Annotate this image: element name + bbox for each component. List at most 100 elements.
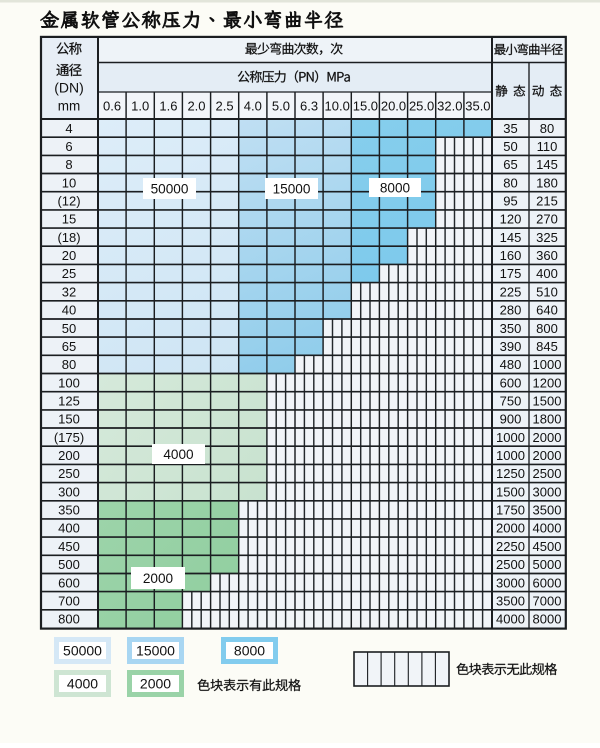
svg-text:700: 700 — [58, 593, 80, 608]
svg-text:2000: 2000 — [496, 521, 525, 536]
svg-text:800: 800 — [58, 612, 80, 627]
svg-text:160: 160 — [500, 248, 522, 263]
svg-text:300: 300 — [58, 484, 80, 499]
svg-text:35: 35 — [503, 121, 517, 136]
svg-text:900: 900 — [500, 412, 522, 427]
svg-text:120: 120 — [500, 212, 522, 227]
svg-text:325: 325 — [536, 230, 558, 245]
svg-text:1000: 1000 — [496, 430, 525, 445]
svg-text:mm: mm — [58, 99, 81, 114]
svg-text:4000: 4000 — [163, 447, 194, 462]
svg-text:15.0: 15.0 — [353, 99, 378, 114]
svg-text:50000: 50000 — [63, 643, 102, 659]
svg-text:8000: 8000 — [380, 180, 411, 195]
svg-text:6: 6 — [65, 139, 72, 154]
svg-text:500: 500 — [58, 557, 80, 572]
svg-text:10.0: 10.0 — [325, 99, 350, 114]
svg-text:2.0: 2.0 — [187, 99, 205, 114]
svg-text:0.6: 0.6 — [103, 99, 121, 114]
svg-text:1.6: 1.6 — [159, 99, 177, 114]
svg-text:65: 65 — [503, 157, 517, 172]
svg-text:2000: 2000 — [533, 430, 562, 445]
svg-text:2500: 2500 — [496, 557, 525, 572]
svg-text:3000: 3000 — [496, 575, 525, 590]
svg-text:1750: 1750 — [496, 503, 525, 518]
svg-text:(18): (18) — [57, 230, 80, 245]
svg-text:800: 800 — [536, 321, 558, 336]
svg-text:480: 480 — [500, 357, 522, 372]
svg-text:35.0: 35.0 — [465, 99, 490, 114]
svg-text:600: 600 — [58, 575, 80, 590]
svg-text:3500: 3500 — [533, 503, 562, 518]
svg-text:5.0: 5.0 — [272, 99, 290, 114]
svg-text:1000: 1000 — [533, 357, 562, 372]
svg-text:845: 845 — [536, 339, 558, 354]
svg-text:95: 95 — [503, 194, 517, 209]
svg-text:3500: 3500 — [496, 593, 525, 608]
svg-text:10: 10 — [62, 175, 76, 190]
svg-text:65: 65 — [62, 339, 76, 354]
svg-text:8: 8 — [65, 157, 72, 172]
svg-text:640: 640 — [536, 303, 558, 318]
svg-text:4: 4 — [65, 121, 72, 136]
svg-text:20: 20 — [62, 248, 76, 263]
svg-text:3000: 3000 — [533, 484, 562, 499]
svg-text:400: 400 — [536, 266, 558, 281]
svg-text:145: 145 — [500, 230, 522, 245]
svg-text:4.0: 4.0 — [244, 99, 262, 114]
svg-text:175: 175 — [500, 266, 522, 281]
svg-text:1250: 1250 — [496, 466, 525, 481]
svg-text:8000: 8000 — [234, 643, 265, 659]
svg-text:600: 600 — [500, 375, 522, 390]
svg-text:2000: 2000 — [140, 676, 171, 692]
svg-text:1200: 1200 — [533, 375, 562, 390]
svg-text:200: 200 — [58, 448, 80, 463]
svg-text:2250: 2250 — [496, 539, 525, 554]
svg-text:250: 250 — [58, 466, 80, 481]
svg-text:25.0: 25.0 — [409, 99, 434, 114]
svg-text:2000: 2000 — [143, 571, 174, 586]
svg-text:15000: 15000 — [136, 643, 175, 659]
svg-text:80: 80 — [540, 121, 554, 136]
svg-text:2000: 2000 — [533, 448, 562, 463]
svg-text:1500: 1500 — [533, 394, 562, 409]
svg-text:400: 400 — [58, 521, 80, 536]
svg-text:50: 50 — [503, 139, 517, 154]
svg-text:4000: 4000 — [496, 612, 525, 627]
svg-text:350: 350 — [500, 321, 522, 336]
svg-text:4500: 4500 — [533, 539, 562, 554]
svg-text:6.3: 6.3 — [300, 99, 318, 114]
svg-text:40: 40 — [62, 303, 76, 318]
svg-text:50: 50 — [62, 321, 76, 336]
svg-text:1500: 1500 — [496, 484, 525, 499]
svg-text:125: 125 — [58, 394, 80, 409]
svg-text:450: 450 — [58, 539, 80, 554]
svg-text:(12): (12) — [57, 194, 80, 209]
svg-text:215: 215 — [536, 194, 558, 209]
svg-text:80: 80 — [503, 175, 517, 190]
svg-text:7000: 7000 — [533, 593, 562, 608]
svg-text:15: 15 — [62, 212, 76, 227]
svg-text:750: 750 — [500, 394, 522, 409]
svg-text:(175): (175) — [54, 430, 84, 445]
svg-text:180: 180 — [536, 175, 558, 190]
svg-text:150: 150 — [58, 412, 80, 427]
svg-text:225: 225 — [500, 284, 522, 299]
svg-text:4000: 4000 — [67, 676, 98, 692]
svg-text:4000: 4000 — [533, 521, 562, 536]
svg-text:390: 390 — [500, 339, 522, 354]
svg-text:360: 360 — [536, 248, 558, 263]
svg-text:8000: 8000 — [533, 612, 562, 627]
svg-text:6000: 6000 — [533, 575, 562, 590]
svg-text:270: 270 — [536, 212, 558, 227]
svg-text:1.0: 1.0 — [131, 99, 149, 114]
svg-text:1000: 1000 — [496, 448, 525, 463]
svg-text:80: 80 — [62, 357, 76, 372]
svg-text:2.5: 2.5 — [216, 99, 234, 114]
svg-text:100: 100 — [58, 375, 80, 390]
svg-text:5000: 5000 — [533, 557, 562, 572]
svg-text:(DN): (DN) — [54, 80, 84, 96]
svg-text:510: 510 — [536, 284, 558, 299]
svg-text:15000: 15000 — [273, 181, 311, 196]
svg-text:50000: 50000 — [151, 181, 189, 196]
